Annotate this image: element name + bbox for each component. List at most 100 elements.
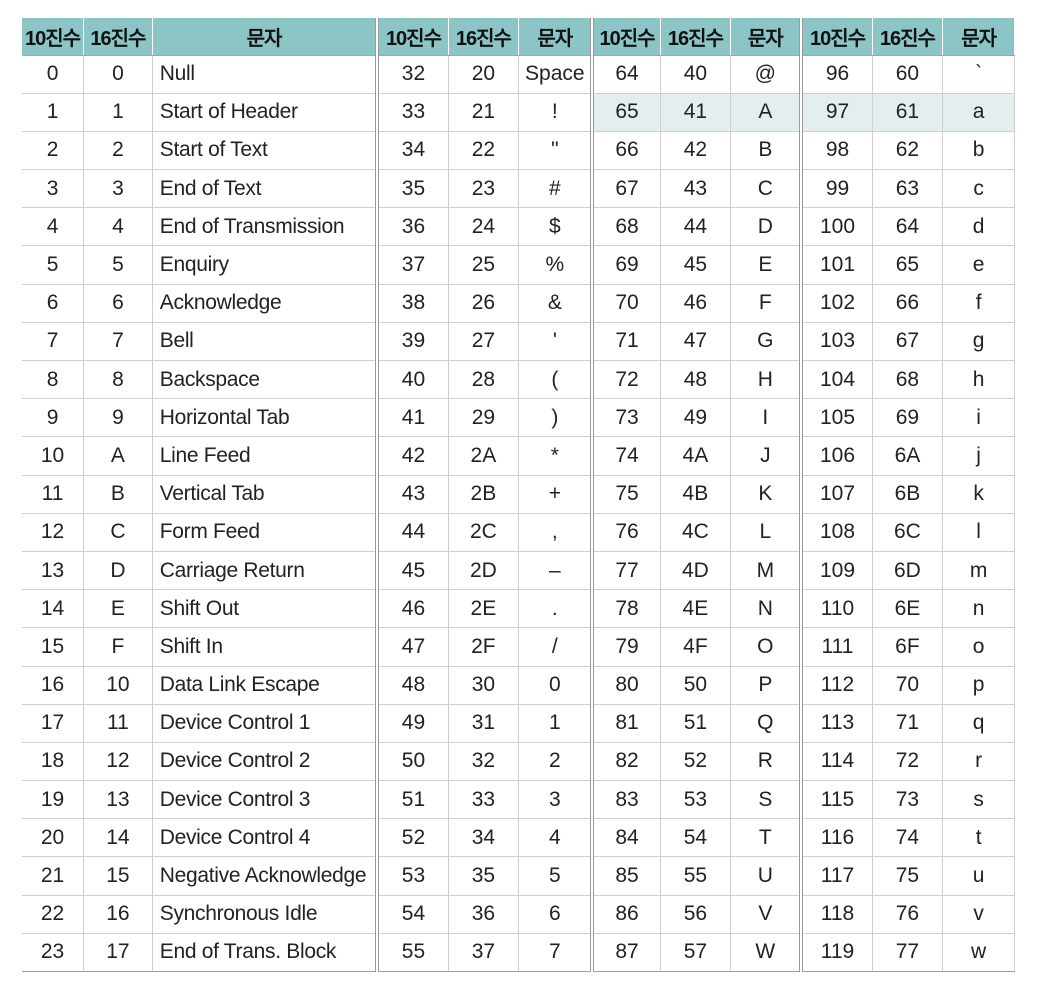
- cell-dec: 34: [377, 131, 449, 171]
- cell-char: Space: [518, 55, 595, 94]
- cell-char: c: [942, 169, 1015, 209]
- cell-char: 3: [518, 780, 595, 820]
- cell-dec: 37: [377, 245, 449, 285]
- cell-dec: 4: [22, 207, 85, 247]
- cell-hex: C: [83, 513, 153, 552]
- cell-dec: 83: [592, 780, 661, 820]
- table-row: 14 E Shift Out 46 2E. 78 4E N 110 6E n: [22, 589, 1015, 629]
- cell-dec: 17: [22, 704, 85, 743]
- cell-char: &: [518, 284, 595, 323]
- cell-dec: 103: [801, 322, 873, 362]
- cell-hex: 6D: [872, 551, 944, 591]
- table-row: 23 17 End of Trans. Block 55 37 7 87 57 W 119 77 w: [22, 933, 1015, 973]
- cell-char: C: [730, 169, 804, 209]
- cell-hex: 2E: [448, 589, 520, 629]
- cell-name: End of Trans. Block: [152, 933, 380, 973]
- table-row: 21 15 Negative Acknowledge 53 35 5 85 55 U 117 75 u: [22, 856, 1015, 896]
- cell-hex: 4B: [660, 475, 732, 514]
- header-char: 문자: [518, 18, 595, 56]
- header-dec: 10진수: [801, 18, 873, 56]
- cell-char: N: [730, 589, 804, 629]
- cell-char: J: [730, 436, 804, 476]
- cell-dec: 14: [22, 589, 85, 629]
- cell-dec: 87: [592, 933, 661, 973]
- cell-dec: 45: [377, 551, 449, 591]
- cell-hex: 66: [872, 284, 944, 323]
- table-row: 13 D Carriage Return 45 2D –77 4D M 109 6D m: [22, 551, 1015, 591]
- cell-hex: 49: [660, 398, 732, 438]
- table-row: 15 F Shift In 47 2F/79 4F O 111 6F o: [22, 627, 1015, 667]
- cell-hex: 43: [660, 169, 732, 209]
- cell-dec: 71: [592, 322, 661, 362]
- cell-hex: 52: [660, 742, 732, 782]
- cell-hex: 6A: [872, 436, 944, 476]
- cell-hex: 47: [660, 322, 732, 362]
- cell-hex: A: [83, 436, 153, 476]
- cell-hex: 46: [660, 284, 732, 323]
- cell-hex: 61: [872, 93, 944, 132]
- cell-dec: 6: [22, 284, 85, 323]
- cell-char: #: [518, 169, 595, 209]
- cell-dec: 51: [377, 780, 449, 820]
- cell-name: Bell: [152, 322, 380, 362]
- cell-name: Synchronous Idle: [152, 895, 380, 934]
- cell-hex: 54: [660, 818, 732, 858]
- cell-name: Device Control 3: [152, 780, 380, 820]
- cell-hex: 67: [872, 322, 944, 362]
- cell-char: w: [942, 933, 1015, 973]
- cell-name: Device Control 4: [152, 818, 380, 858]
- cell-name: Negative Acknowledge: [152, 856, 380, 896]
- cell-dec: 100: [801, 207, 873, 247]
- cell-dec: 0: [22, 55, 85, 94]
- cell-hex: 12: [83, 742, 153, 782]
- cell-char: R: [730, 742, 804, 782]
- cell-char: b: [942, 131, 1015, 171]
- cell-dec: 15: [22, 627, 85, 667]
- cell-dec: 96: [801, 55, 873, 94]
- cell-hex: 2C: [448, 513, 520, 552]
- cell-hex: 0: [83, 55, 153, 94]
- cell-char: ): [518, 398, 595, 438]
- cell-char: $: [518, 207, 595, 247]
- ascii-table-body: 0 0 Null 32 20 Space 64 40 @96 60 ` 1 1 Start of Head…: [22, 55, 1015, 973]
- table-row: 9 9 Horizontal Tab 41 29) 73 49 I 105 69 i: [22, 398, 1015, 438]
- cell-char: 1: [518, 704, 595, 743]
- cell-hex: 70: [872, 666, 944, 705]
- cell-char: (: [518, 360, 595, 400]
- cell-dec: 65: [592, 93, 661, 132]
- cell-char: l: [942, 513, 1015, 552]
- cell-hex: 25: [448, 245, 520, 285]
- cell-hex: 42: [660, 131, 732, 171]
- cell-dec: 115: [801, 780, 873, 820]
- cell-char: ': [518, 322, 595, 362]
- cell-hex: 4: [83, 207, 153, 247]
- cell-hex: 50: [660, 666, 732, 705]
- cell-char: P: [730, 666, 804, 705]
- cell-name: Device Control 1: [152, 704, 380, 743]
- table-row: 17 11 Device Control 1 49 31 1 81 51 Q 113 71 q: [22, 704, 1015, 743]
- cell-name: Enquiry: [152, 245, 380, 285]
- cell-dec: 49: [377, 704, 449, 743]
- cell-dec: 5: [22, 245, 85, 285]
- cell-name: Horizontal Tab: [152, 398, 380, 438]
- cell-dec: 68: [592, 207, 661, 247]
- cell-hex: 56: [660, 895, 732, 934]
- cell-dec: 84: [592, 818, 661, 858]
- header-hex: 16진수: [83, 18, 153, 56]
- cell-hex: 63: [872, 169, 944, 209]
- cell-char: d: [942, 207, 1015, 247]
- cell-name: Form Feed: [152, 513, 380, 552]
- cell-hex: 9: [83, 398, 153, 438]
- cell-char: r: [942, 742, 1015, 782]
- cell-dec: 107: [801, 475, 873, 514]
- cell-char: I: [730, 398, 804, 438]
- cell-dec: 16: [22, 666, 85, 705]
- cell-dec: 23: [22, 933, 85, 973]
- cell-hex: F: [83, 627, 153, 667]
- cell-hex: 29: [448, 398, 520, 438]
- cell-name: End of Text: [152, 169, 380, 209]
- table-row: 22 16 Synchronous Idle 54 36 6 86 56 V 118 76 v: [22, 895, 1015, 934]
- cell-hex: 3: [83, 169, 153, 209]
- cell-hex: 64: [872, 207, 944, 247]
- cell-hex: 41: [660, 93, 732, 132]
